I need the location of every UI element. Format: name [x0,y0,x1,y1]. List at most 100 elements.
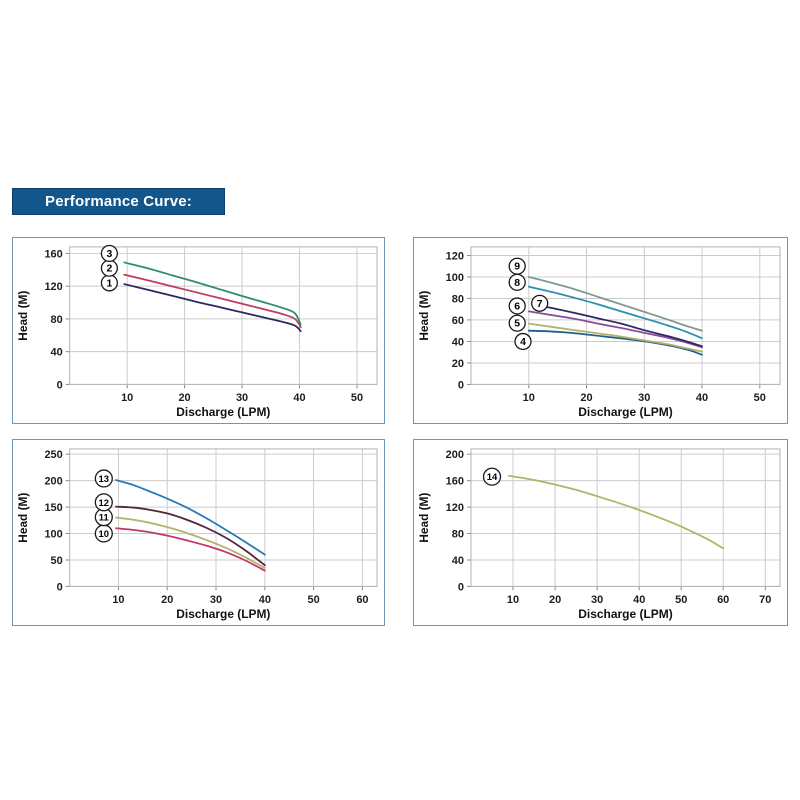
y-axis-label: Head (M) [16,493,30,543]
performance-chart-curves-10-13: 10 20 30 40 50 60 0 50 100 150 200 250 10 11 12 13 Disch… [16,448,378,621]
y-tick-label: 0 [57,379,63,391]
y-tick-label: 120 [44,281,62,293]
x-tick-label: 40 [293,392,305,404]
x-tick-label: 50 [754,392,766,404]
y-tick-label: 50 [51,555,63,567]
y-tick-label: 80 [452,293,464,305]
y-tick-label: 80 [452,528,464,540]
curve-4 [527,329,703,356]
curve-label-circle [508,297,526,315]
curve-label-circle [508,257,526,275]
curve-8 [527,285,703,340]
y-tick-label: 120 [446,251,464,263]
x-tick-label: 50 [307,594,319,606]
y-tick-label: 20 [452,358,464,370]
curve-11 [115,516,266,569]
x-tick-label: 40 [633,594,645,606]
x-axis-label: Discharge (LPM) [578,607,673,621]
curve-label-number: 8 [514,278,520,289]
x-tick-label: 50 [351,392,363,404]
x-axis-label: Discharge (LPM) [176,405,270,419]
x-tick-label: 50 [675,594,687,606]
curve-10 [115,527,266,572]
curve-5 [527,322,703,353]
x-tick-label: 10 [523,392,535,404]
x-tick-label: 60 [356,594,368,606]
curve-label-number: 1 [106,278,112,289]
plot-border [69,448,378,587]
y-tick-label: 40 [51,347,63,359]
curve-label-number: 4 [520,337,526,348]
curve-label-7: 7 [531,294,549,312]
curve-label-number: 9 [514,262,520,273]
x-tick-label: 10 [507,594,519,606]
curve-label-circle [531,294,549,312]
curve-label-number: 6 [514,301,520,312]
chart-panel-top-right: 10 20 30 40 50 0 20 40 60 80 100 120 4 5 6 7 8 9 Discharge… [413,237,788,424]
x-tick-label: 30 [236,392,248,404]
curve-3 [123,261,302,326]
curve-label-1: 1 [100,274,118,292]
curve-label-circle [508,314,526,332]
performance-chart-curve-14: 10 20 30 40 50 60 70 0 40 80 120 160 200 14 Discharge … [417,448,781,621]
x-tick-label: 30 [210,594,222,606]
curve-14 [507,474,725,550]
curve-label-13: 13 [94,469,113,488]
curve-7 [540,305,703,348]
chart-panel-bottom-right: 10 20 30 40 50 60 70 0 40 80 120 160 200 14 Discharge … [413,439,788,626]
curve-12 [115,505,266,567]
curve-label-number: 2 [106,264,112,275]
x-tick-label: 20 [549,594,561,606]
y-tick-label: 0 [458,581,464,593]
curve-label-number: 12 [99,497,109,508]
y-tick-label: 160 [446,476,464,488]
curve-13 [115,479,266,556]
x-tick-label: 20 [580,392,592,404]
curve-label-8: 8 [508,273,526,291]
x-tick-label: 40 [696,392,708,404]
y-tick-label: 60 [452,315,464,327]
curve-label-number: 7 [537,299,543,310]
curve-label-6: 6 [508,297,526,315]
curve-label-number: 10 [99,528,109,539]
y-axis-label: Head (M) [417,493,431,543]
y-tick-label: 120 [446,502,464,514]
performance-curve-header: Performance Curve: [12,188,225,215]
curve-label-number: 11 [99,512,109,523]
x-tick-label: 70 [759,594,771,606]
curve-1 [123,283,302,333]
y-tick-label: 200 [446,449,464,461]
x-tick-label: 30 [591,594,603,606]
performance-chart-curves-4-9: 10 20 30 40 50 0 20 40 60 80 100 120 45 6 7 8 9 Discharge… [417,246,781,419]
x-axis-label: Discharge (LPM) [578,405,673,419]
y-axis-label: Head (M) [16,291,30,341]
curve-label-number: 5 [514,319,520,330]
x-tick-label: 60 [717,594,729,606]
curve-label-number: 3 [106,249,112,260]
y-tick-label: 0 [57,581,63,593]
y-tick-label: 40 [452,555,464,567]
curve-6 [527,310,703,349]
curve-label-5: 5 [508,314,526,332]
curve-label-circle [100,244,118,262]
y-tick-label: 0 [458,379,464,391]
plot-border [69,246,378,385]
curve-label-3: 3 [100,244,118,262]
x-tick-label: 40 [259,594,271,606]
y-tick-label: 80 [51,314,63,326]
performance-curve-header-label: Performance Curve: [45,193,192,210]
curve-label-circle [482,467,502,486]
y-tick-label: 250 [44,449,62,461]
y-tick-label: 200 [44,476,62,488]
performance-chart-curves-1-3: 10 20 30 40 50 0 40 80 120 160 1 2 3 Discharge (LPM) H… [16,244,378,419]
plot-border [470,246,781,385]
x-tick-label: 20 [178,392,190,404]
chart-panel-bottom-left: 10 20 30 40 50 60 0 50 100 150 200 250 10 11 12 13 Disch… [12,439,385,626]
curve-label-circle [514,332,532,351]
x-axis-label: Discharge (LPM) [176,607,270,621]
y-tick-label: 150 [44,502,62,514]
x-tick-label: 10 [112,594,124,606]
curve-label-number: 14 [487,472,498,483]
y-axis-label: Head (M) [417,291,431,341]
curve-label-2: 2 [100,259,118,277]
